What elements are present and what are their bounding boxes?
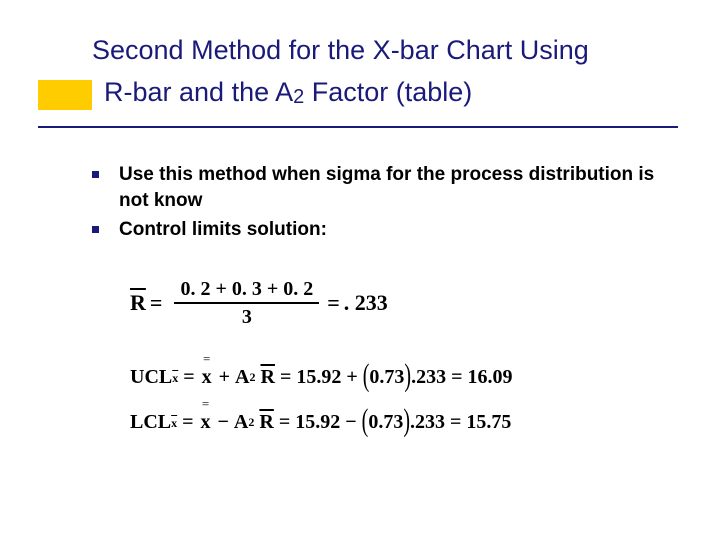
ucl-label: UCL bbox=[130, 366, 172, 389]
list-item: Use this method when sigma for the proce… bbox=[92, 162, 672, 213]
rbar-equation: R = 0. 2 + 0. 3 + 0. 2 3 =. 233 bbox=[130, 278, 690, 328]
x-double-bar-icon: x bbox=[201, 411, 211, 434]
ucl-xbar: 15.92 bbox=[296, 366, 341, 389]
title-line-2: R-bar and the A2 Factor (table) bbox=[104, 72, 692, 114]
numerator: 0. 2 + 0. 3 + 0. 2 bbox=[174, 278, 319, 304]
fraction: 0. 2 + 0. 3 + 0. 2 3 bbox=[174, 278, 319, 328]
rbar-value: . 233 bbox=[344, 290, 388, 316]
slide-title: Second Method for the X-bar Chart Using … bbox=[92, 30, 692, 114]
ucl-a2: 0.73 bbox=[369, 366, 404, 389]
bullet-text: Control limits solution: bbox=[119, 217, 327, 243]
formula-area: R = 0. 2 + 0. 3 + 0. 2 3 =. 233 UCLx = x… bbox=[130, 278, 690, 434]
x-double-bar-icon: x bbox=[202, 366, 212, 389]
title-line-1: Second Method for the X-bar Chart Using bbox=[92, 30, 692, 72]
lcl-result: 15.75 bbox=[466, 411, 511, 434]
r-bar-symbol: R bbox=[130, 290, 146, 316]
denominator: 3 bbox=[242, 304, 252, 328]
title-underline bbox=[38, 126, 678, 128]
lcl-equation: LCLx = x − A2 R = 15.92 − (0.73).233 = 1… bbox=[130, 411, 690, 434]
list-item: Control limits solution: bbox=[92, 217, 672, 243]
lcl-rbar: .233 bbox=[410, 411, 445, 434]
bullet-list: Use this method when sigma for the proce… bbox=[92, 162, 672, 247]
bullet-square-icon bbox=[92, 226, 99, 233]
ucl-result: 16.09 bbox=[468, 366, 513, 389]
ucl-rbar: .233 bbox=[411, 366, 446, 389]
accent-bar bbox=[38, 80, 92, 110]
lcl-xbar: 15.92 bbox=[295, 411, 340, 434]
lcl-label: LCL bbox=[130, 411, 171, 434]
lcl-a2: 0.73 bbox=[368, 411, 403, 434]
ucl-equation: UCLx = x + A2 R = 15.92 + (0.73).233 = 1… bbox=[130, 366, 690, 389]
bullet-square-icon bbox=[92, 171, 99, 178]
bullet-text: Use this method when sigma for the proce… bbox=[119, 162, 672, 213]
